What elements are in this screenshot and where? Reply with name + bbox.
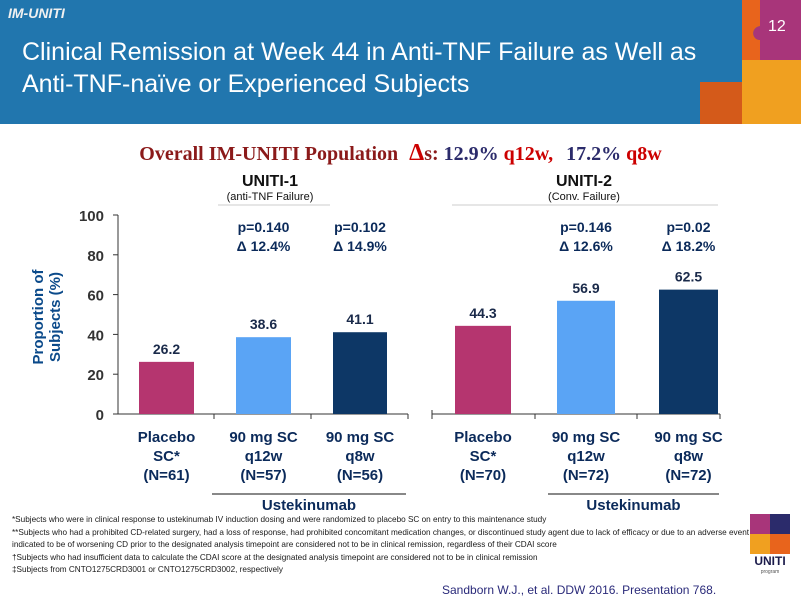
category-label: (N=72) xyxy=(665,467,711,484)
category-label: Placebo xyxy=(138,429,196,446)
y-tick-label: 60 xyxy=(87,288,104,305)
q8w-delta: 17.2% xyxy=(566,143,622,165)
p-value-label: p=0.02 xyxy=(667,219,711,235)
category-label: (N=72) xyxy=(563,467,609,484)
bar-value-label: 44.3 xyxy=(469,305,496,321)
bar xyxy=(236,337,291,414)
category-label: 90 mg SC xyxy=(552,429,621,446)
group-title: UNITI-2 xyxy=(556,173,612,190)
p-value-label: p=0.140 xyxy=(238,219,290,235)
category-label: 90 mg SC xyxy=(654,429,723,446)
population-summary: Overall IM-UNITI Population Δs: 12.9% q1… xyxy=(0,140,801,167)
footnote: ‡Subjects from CNTO1275CRD3001 or CNTO12… xyxy=(12,565,283,575)
category-label: q8w xyxy=(345,448,375,465)
category-label: 90 mg SC xyxy=(229,429,298,446)
logo-subtext: program xyxy=(761,569,780,575)
header-band: IM-UNITI Clinical Remission at Week 44 i… xyxy=(0,0,801,124)
citation: Sandborn W.J., et al. DDW 2016. Presenta… xyxy=(442,583,717,597)
category-label: q12w xyxy=(245,448,283,465)
y-tick-label: 0 xyxy=(96,407,104,424)
slide-title: Clinical Remission at Week 44 in Anti-TN… xyxy=(22,38,697,98)
q12w-delta: 12.9% xyxy=(443,143,499,165)
y-tick-label: 100 xyxy=(79,208,104,225)
category-label: (N=57) xyxy=(240,467,286,484)
category-label: q12w xyxy=(567,448,605,465)
bar-value-label: 62.5 xyxy=(675,269,702,285)
bar xyxy=(659,289,718,414)
footnote: **Subjects who had a prohibited CD-relat… xyxy=(12,527,750,550)
group-subtitle: (anti-TNF Failure) xyxy=(227,191,314,203)
footnote: †Subjects who had insufficient data to c… xyxy=(12,552,538,562)
p-value-label: p=0.102 xyxy=(334,219,386,235)
group-subtitle: (Conv. Failure) xyxy=(548,191,620,203)
uniti-logo: UNITI program xyxy=(750,514,790,575)
delta-symbol: Δ xyxy=(409,140,425,166)
group-title: UNITI-1 xyxy=(242,173,298,190)
summary-suffix: s: xyxy=(424,143,444,165)
bar xyxy=(139,361,194,414)
q12w-label: q12w, xyxy=(503,143,554,165)
q8w-label: q8w xyxy=(626,143,662,165)
logo-text: UNITI xyxy=(754,554,785,568)
puzzle-icon xyxy=(700,0,801,124)
category-label: 90 mg SC xyxy=(326,429,395,446)
y-tick-label: 20 xyxy=(87,367,104,384)
ustekinumab-label: Ustekinumab xyxy=(586,497,680,510)
y-tick-label: 40 xyxy=(87,327,104,344)
category-label: SC* xyxy=(470,448,497,465)
y-tick-label: 80 xyxy=(87,248,104,265)
summary-lead: Overall IM-UNITI Population xyxy=(139,143,399,165)
brand-label: IM-UNITI xyxy=(8,5,65,21)
bar xyxy=(455,325,511,414)
bar-value-label: 38.6 xyxy=(250,316,277,332)
footnote: *Subjects who were in clinical response … xyxy=(12,515,547,524)
slide-number: 12 xyxy=(768,18,786,35)
delta-label: Δ 12.6% xyxy=(559,238,613,254)
delta-label: Δ 18.2% xyxy=(662,238,716,254)
ustekinumab-label: Ustekinumab xyxy=(262,497,356,510)
p-value-label: p=0.146 xyxy=(560,219,612,235)
category-label: (N=61) xyxy=(143,467,189,484)
remission-bar-chart: 0 20 40 60 80 100 UNITI-1(anti-TNF Failure) 26.… xyxy=(79,173,723,510)
footnotes: *Subjects who were in clinical response … xyxy=(12,514,752,577)
delta-label: Δ 14.9% xyxy=(333,238,387,254)
category-label: (N=70) xyxy=(460,467,506,484)
bar-value-label: 41.1 xyxy=(346,311,373,327)
bar xyxy=(557,300,615,414)
delta-label: Δ 12.4% xyxy=(237,238,291,254)
category-label: SC* xyxy=(153,448,180,465)
category-label: q8w xyxy=(674,448,704,465)
category-label: Placebo xyxy=(454,429,512,446)
category-label: (N=56) xyxy=(337,467,383,484)
bar xyxy=(333,332,387,414)
bar-value-label: 56.9 xyxy=(572,280,599,296)
bar-value-label: 26.2 xyxy=(153,341,180,357)
